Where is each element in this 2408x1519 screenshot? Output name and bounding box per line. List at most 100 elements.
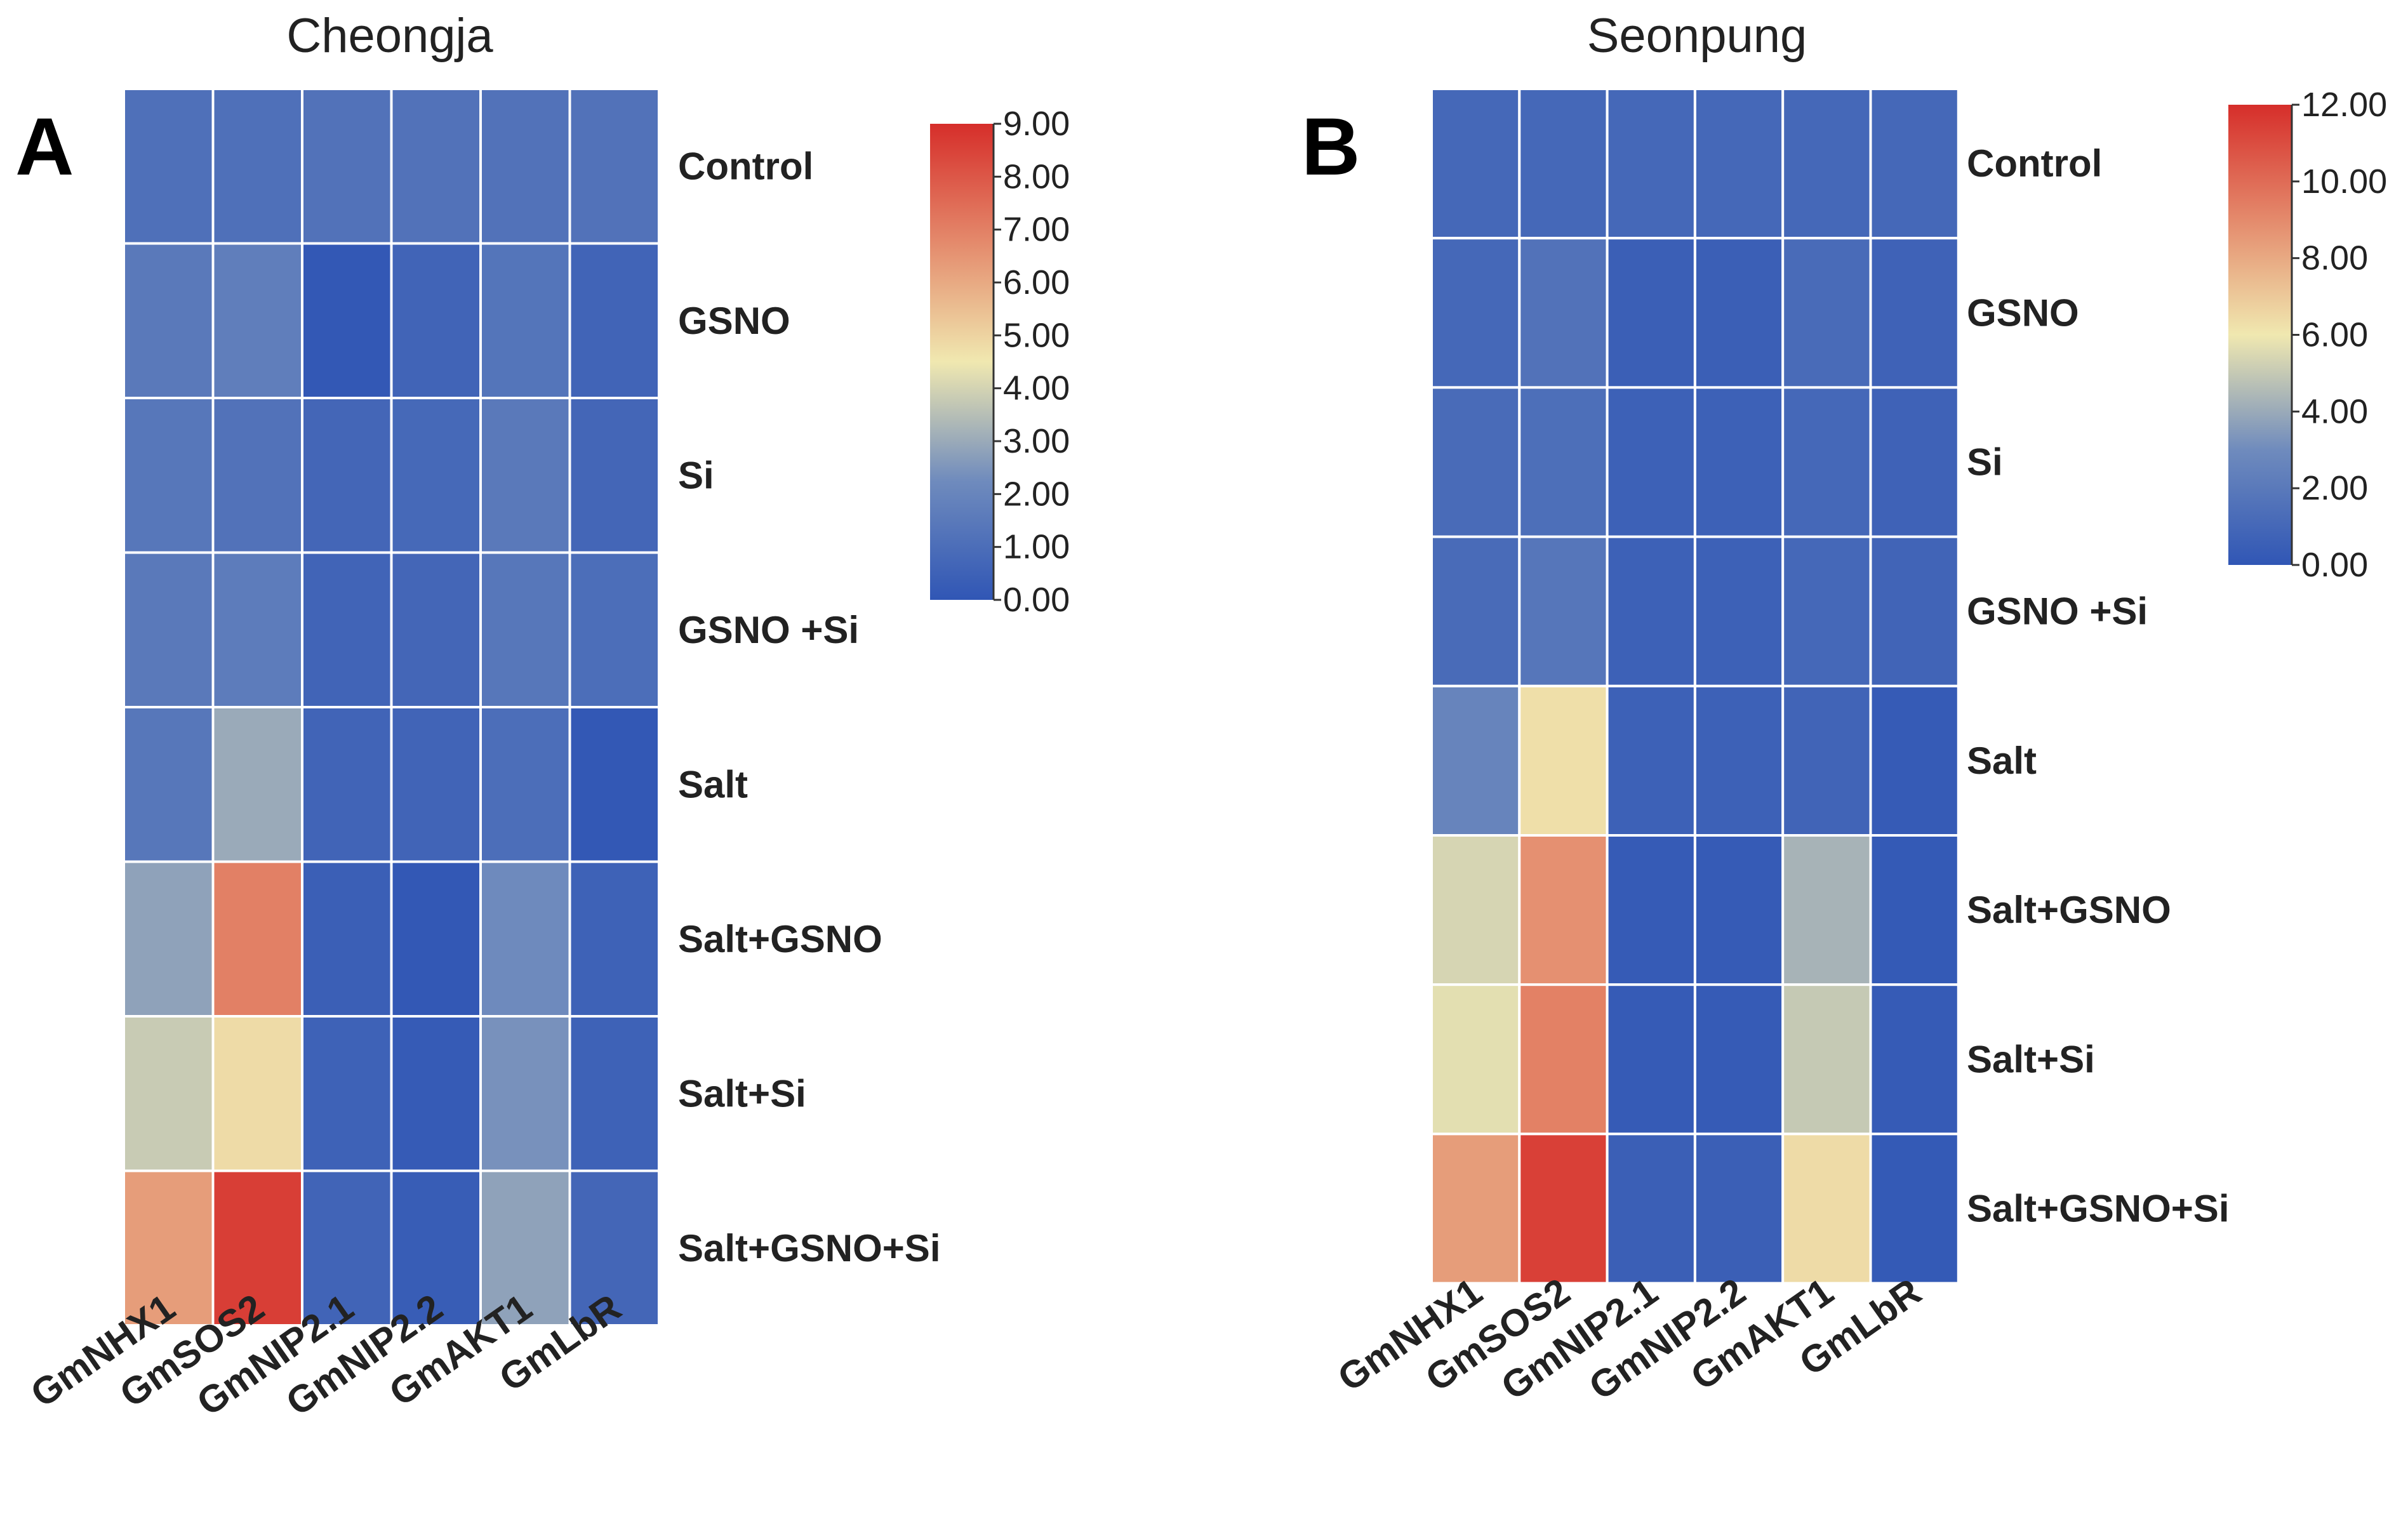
heatmap-a-row-label: Salt+GSNO <box>678 918 882 960</box>
heatmap-b-cell-r6-c2 <box>1606 983 1696 1136</box>
heatmap-b-row-label: Control <box>1967 142 2102 185</box>
colorbar-b-tick-label: 6.00 <box>2301 316 2368 354</box>
heatmap-a-cell-r1-c3 <box>390 242 482 399</box>
heatmap-a-cell-r2-c5 <box>568 397 660 554</box>
heatmap-a-cell-r5-c5 <box>568 860 660 1018</box>
heatmap-b-row-label: GSNO +Si <box>1967 590 2148 633</box>
heatmap-b-cell-r3-c2 <box>1606 535 1696 687</box>
heatmap-a-row-label: GSNO +Si <box>678 609 859 651</box>
heatmap-b-cell-r1-c5 <box>1869 237 1960 389</box>
heatmap-b-cell-r5-c5 <box>1869 834 1960 986</box>
colorbar-a-tick-label: 7.00 <box>1003 211 1070 249</box>
heatmap-b-cell-r0-c5 <box>1869 88 1960 240</box>
heatmap-a-cell-r4-c3 <box>390 706 482 863</box>
heatmap-b-cell-r6-c0 <box>1430 983 1521 1136</box>
heatmap-a-cell-r3-c5 <box>568 551 660 708</box>
heatmap-a-cell-r6-c4 <box>479 1015 571 1172</box>
heatmap-b-cell-r3-c3 <box>1693 535 1785 687</box>
heatmap-b-cell-r7-c2 <box>1606 1132 1696 1285</box>
heatmap-a-row-label: Salt+GSNO+Si <box>678 1227 941 1270</box>
heatmap-a-cell-r6-c3 <box>390 1015 482 1172</box>
colorbar-a-tick-label: 6.00 <box>1003 263 1070 302</box>
heatmap-a-cell-r4-c5 <box>568 706 660 863</box>
heatmap-b-cell-r1-c2 <box>1606 237 1696 389</box>
heatmap-b-cell-r4-c5 <box>1869 684 1960 837</box>
heatmap-a-cell-r1-c0 <box>123 242 215 399</box>
heatmap-a-cell-r2-c4 <box>479 397 571 554</box>
heatmap-a-cell-r5-c0 <box>123 860 215 1018</box>
heatmap-a-cell-r2-c1 <box>211 397 303 554</box>
colorbar-a-tick-label: 5.00 <box>1003 316 1070 354</box>
heatmap-b-cell-r1-c4 <box>1781 237 1872 389</box>
heatmap-b-cell-r4-c2 <box>1606 684 1696 837</box>
heatmap-a-cell-r7-c0 <box>123 1169 215 1327</box>
heatmap-b-row-label: Salt+GSNO+Si <box>1967 1188 2230 1230</box>
heatmap-a-cell-r0-c1 <box>211 88 303 245</box>
heatmap-a-cell-r7-c4 <box>479 1169 571 1327</box>
heatmap-b-cell-r6-c1 <box>1518 983 1609 1136</box>
heatmap-b-cell-r0-c3 <box>1693 88 1785 240</box>
heatmap-a-cell-r5-c1 <box>211 860 303 1018</box>
colorbar-b-tick-label: 12.00 <box>2301 86 2387 124</box>
colorbar-b-gradient <box>2228 105 2292 565</box>
heatmap-b-cell-r3-c5 <box>1869 535 1960 687</box>
heatmap-b-cell-r3-c4 <box>1781 535 1872 687</box>
heatmap-a-cell-r0-c3 <box>390 88 482 245</box>
heatmap-a-cell-r3-c3 <box>390 551 482 708</box>
heatmap-b-cell-r5-c1 <box>1518 834 1609 986</box>
heatmap-a-cell-r7-c1 <box>211 1169 303 1327</box>
heatmap-a-row-label: GSNO <box>678 300 790 342</box>
heatmap-a-cell-r0-c0 <box>123 88 215 245</box>
heatmap-a-cell-r0-c4 <box>479 88 571 245</box>
heatmap-a-cell-r5-c2 <box>301 860 393 1018</box>
heatmap-b-cell-r2-c0 <box>1430 386 1521 538</box>
heatmap-a-cells <box>123 88 660 1327</box>
heatmap-b-cell-r1-c1 <box>1518 237 1609 389</box>
colorbar-a-tick-label: 0.00 <box>1003 581 1070 619</box>
heatmap-b-cell-r5-c4 <box>1781 834 1872 986</box>
heatmap-a-cell-r6-c5 <box>568 1015 660 1172</box>
heatmap-a-cell-r3-c1 <box>211 551 303 708</box>
heatmap-a-cell-r4-c4 <box>479 706 571 863</box>
heatmap-a-cell-r1-c1 <box>211 242 303 399</box>
heatmap-a-cell-r4-c0 <box>123 706 215 863</box>
heatmap-b-row-labels: Control GSNO Si GSNO +Si Salt Salt+GSNO Salt+S… <box>1967 142 2230 1230</box>
heatmap-b-cell-r7-c4 <box>1781 1132 1872 1285</box>
heatmap-b-cell-r0-c0 <box>1430 88 1521 240</box>
heatmap-a-cell-r6-c0 <box>123 1015 215 1172</box>
heatmap-a-cell-r4-c2 <box>301 706 393 863</box>
panel-letter-a: A <box>15 102 74 192</box>
colorbar-b-tick-label: 0.00 <box>2301 546 2368 584</box>
panel-a-title: Cheongja <box>286 9 493 63</box>
heatmap-b-cell-r7-c3 <box>1693 1132 1785 1285</box>
panel-letter-b: B <box>1301 102 1360 192</box>
heatmap-a-cell-r5-c4 <box>479 860 571 1018</box>
heatmap-a-row-label: Salt+Si <box>678 1072 806 1115</box>
colorbar-a-tick-label: 8.00 <box>1003 157 1070 196</box>
heatmap-b-cell-r0-c4 <box>1781 88 1872 240</box>
heatmap-b-cell-r1-c3 <box>1693 237 1785 389</box>
heatmap-b-cell-r7-c0 <box>1430 1132 1521 1285</box>
heatmap-b-cell-r4-c0 <box>1430 684 1521 837</box>
heatmap-a-cell-r2-c2 <box>301 397 393 554</box>
heatmap-a-cell-r3-c4 <box>479 551 571 708</box>
heatmap-a-cell-r1-c4 <box>479 242 571 399</box>
heatmap-b-cell-r6-c4 <box>1781 983 1872 1136</box>
colorbar-b: 0.00 2.00 4.00 6.00 8.00 10.00 12.00 <box>2228 86 2387 584</box>
heatmap-a-row-label: Si <box>678 454 714 496</box>
heatmap-a-cell-r2-c3 <box>390 397 482 554</box>
heatmap-a-cell-r6-c1 <box>211 1015 303 1172</box>
heatmap-b-cell-r4-c1 <box>1518 684 1609 837</box>
heatmap-b-cell-r2-c4 <box>1781 386 1872 538</box>
heatmap-b-row-label: Si <box>1967 441 2003 484</box>
panel-b-title: Seonpung <box>1587 9 1807 63</box>
heatmap-a-cell-r0-c5 <box>568 88 660 245</box>
heatmap-a-row-label: Salt <box>678 763 748 806</box>
heatmap-b-row-label: Salt+GSNO <box>1967 889 2171 931</box>
colorbar-a-tick-label: 3.00 <box>1003 422 1070 460</box>
heatmap-b-cell-r1-c0 <box>1430 237 1521 389</box>
heatmap-a-cell-r1-c2 <box>301 242 393 399</box>
panel-a: A Cheongja Control GSNO Si GSNO +Si Salt Salt… <box>15 9 1070 1424</box>
colorbar-b-tick-label: 2.00 <box>2301 469 2368 507</box>
